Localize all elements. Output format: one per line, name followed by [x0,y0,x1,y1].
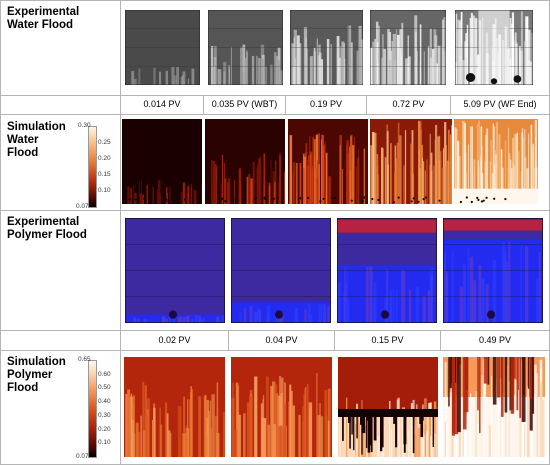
exp-water-image-3 [290,10,363,85]
grid-line [285,95,286,114]
sim-polymer-image-3 [338,357,438,457]
colorbar-water [88,126,97,208]
row-label-experimental-polymer-flood: Experimental Polymer Flood [7,216,87,241]
exp-polymer-image-2 [231,218,331,323]
grid-line [0,0,550,1]
grid-line [0,330,550,331]
grid-line [334,330,335,350]
water-caption-4: 0.72 PV [392,99,425,109]
colorbar-polymer-tick: 0.20 [98,425,111,433]
grid-line [366,95,367,114]
colorbar-polymer-tick: 0.65 [78,356,91,363]
sim-polymer-image-1 [124,357,225,457]
grid-line [440,330,441,350]
grid-line [0,114,550,115]
colorbar-polymer-tick: 0.40 [98,398,111,406]
row-label-experimental-water-flood: Experimental Water Flood [7,6,80,31]
row-label-simulation-water-flood: Simulation Water Flood [7,121,66,159]
exp-water-image-1 [125,10,200,85]
exp-polymer-image-4 [443,218,543,323]
polymer-caption-4: 0.49 PV [478,335,512,345]
water-caption-2: 0.035 PV (WBT) [211,99,278,109]
colorbar-water-tick: 0.15 [98,171,111,178]
water-caption-3: 0.19 PV [309,99,343,109]
row-label-simulation-polymer-flood: Simulation Polymer Flood [7,356,66,394]
colorbar-polymer-tick: 0.30 [98,411,111,419]
colorbar-polymer-tick: 0.07 [76,453,89,460]
grid-line [228,330,229,350]
grid-line [0,350,550,351]
exp-polymer-image-3 [337,218,437,323]
sim-polymer-image-2 [231,357,332,457]
sim-water-image-5 [454,119,538,204]
colorbar-polymer-tick: 0.10 [98,439,111,447]
water-caption-5: 5.09 PV (WF End) [463,99,537,109]
polymer-caption-1: 0.02 PV [158,335,191,345]
colorbar-polymer-tick: 0.50 [98,384,111,392]
grid-line [120,0,121,465]
grid-line [0,210,550,211]
colorbar-polymer-tick: 0.60 [98,370,111,378]
polymer-caption-2: 0.04 PV [265,335,298,345]
sim-water-image-4 [370,119,452,204]
exp-water-image-4 [370,10,446,85]
colorbar-polymer [88,360,97,458]
colorbar-water-tick: 0.30 [78,122,91,129]
sim-water-image-3 [288,119,368,204]
sim-water-image-2 [205,119,285,204]
sim-polymer-image-4 [443,357,545,457]
grid-line [203,95,204,114]
colorbar-water-tick: 0.07 [76,203,89,210]
sim-water-image-1 [122,119,202,204]
exp-water-image-5 [455,10,533,85]
colorbar-water-tick: 0.25 [98,139,111,146]
water-caption-1: 0.014 PV [143,99,181,109]
grid-line [0,0,1,465]
grid-line [450,95,451,114]
colorbar-water-tick: 0.20 [98,155,111,162]
colorbar-water-tick: 0.10 [98,187,111,194]
grid-line [0,95,550,96]
exp-polymer-image-1 [125,218,225,323]
polymer-caption-3: 0.15 PV [371,335,404,345]
exp-water-image-2 [208,10,283,85]
